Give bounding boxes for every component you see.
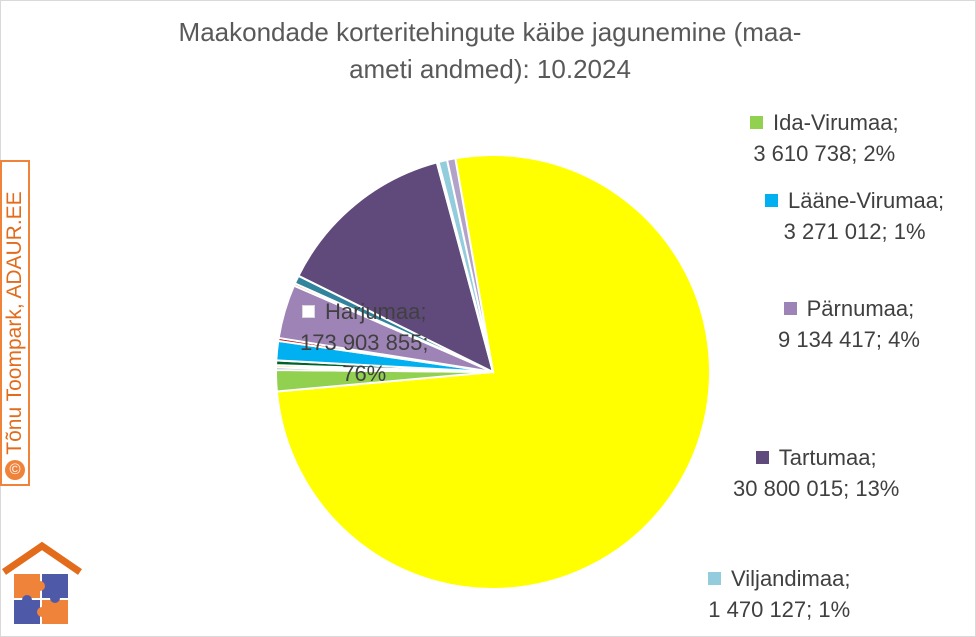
label-name: Ida-Virumaa [773, 110, 893, 135]
legend-swatch-ida-virumaa [750, 116, 763, 129]
data-label-harjumaa: Harjumaa; 173 903 855; 76% [300, 296, 428, 389]
legend-swatch-viljandimaa [708, 572, 721, 585]
legend-swatch-laane-virumaa [765, 194, 778, 207]
watermark-text: Tõnu Toompark, ADAUR.EE [3, 191, 26, 455]
legend-swatch-harjumaa [301, 305, 315, 318]
label-value: 173 903 855; [300, 330, 429, 355]
copyright-watermark: Tõnu Toompark, ADAUR.EE © [0, 160, 30, 486]
label-value: 3 610 738; 2% [753, 141, 896, 166]
data-label-viljandimaa: Viljandimaa; 1 470 127; 1% [708, 563, 850, 625]
chart-title-line-2: ameti andmed): 10.2024 [349, 54, 631, 84]
label-name: Pärnumaa [806, 296, 909, 321]
legend-swatch-tartumaa [755, 451, 769, 464]
data-label-tartumaa: Tartumaa; 30 800 015; 13% [733, 442, 899, 504]
chart-title: Maakondade korteritehingute käibe jagune… [110, 14, 870, 88]
label-name: Lääne-Virumaa [788, 188, 939, 213]
data-label-laane-virumaa: Lääne-Virumaa; 3 271 012; 1% [765, 185, 944, 247]
data-label-parnumaa: Pärnumaa; 9 134 417; 4% [778, 293, 920, 355]
chart-title-line-1: Maakondade korteritehingute käibe jagune… [178, 17, 802, 47]
label-percent: 76% [342, 361, 387, 386]
label-value: 9 134 417; 4% [778, 327, 920, 352]
label-name: Viljandimaa [731, 566, 845, 591]
pie-slice-13 [445, 157, 494, 373]
label-name: Harjumaa [324, 299, 421, 324]
legend-swatch-parnumaa [783, 302, 797, 315]
label-value: 3 271 012; 1% [783, 219, 926, 244]
data-label-ida-virumaa: Ida-Virumaa; 3 610 738; 2% [750, 107, 899, 169]
pie-slice-tartumaa [297, 161, 495, 374]
label-value: 1 470 127; 1% [708, 597, 851, 622]
label-name: Tartumaa [778, 445, 871, 470]
copyright-icon: © [5, 460, 25, 480]
house-puzzle-icon [2, 541, 82, 624]
label-value: 30 800 015; 13% [733, 476, 900, 501]
